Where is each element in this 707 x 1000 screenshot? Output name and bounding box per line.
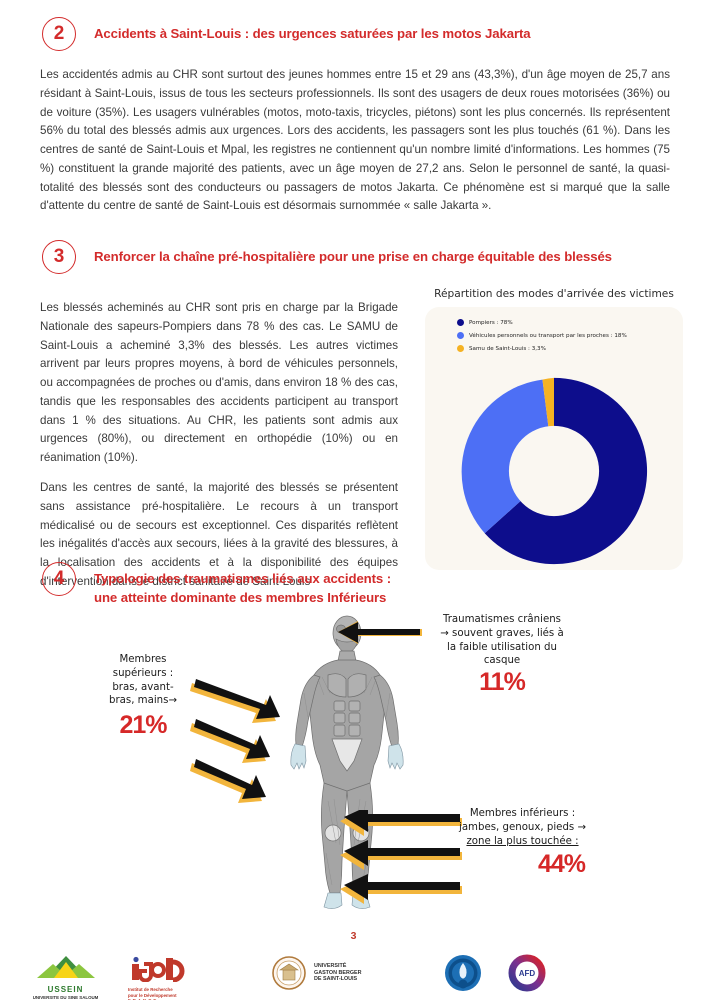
- section-badge-4: 4: [42, 562, 76, 596]
- afd-ring-icon: AFD: [508, 954, 546, 992]
- annotation-line: casque: [483, 655, 521, 667]
- annotation-percent-upper-limbs: 21%: [119, 711, 167, 740]
- annotation-lower-limbs: Membres inférieurs : jambes, genoux, pie…: [415, 807, 630, 882]
- annotation-line: Membres inférieurs :: [469, 808, 576, 819]
- ird-logo: Institut de Recherche pour le Développem…: [128, 956, 218, 1000]
- annotation-line: → souvent graves, liés à: [440, 627, 564, 639]
- chart-card: Pompiers : 78% Véhicules personnels ou t…: [425, 307, 683, 570]
- ussein-mountain-icon: [36, 956, 95, 978]
- ird-logo-sub1: Institut de Recherche: [128, 987, 173, 992]
- ugb-line2: GASTON BERGER: [314, 969, 362, 976]
- seal-logo: [248, 954, 481, 997]
- chart-legend: Pompiers : 78% Véhicules personnels ou t…: [425, 319, 683, 352]
- annotation-upper-limbs: Membres supérieurs : bras, avant- bras, …: [78, 653, 208, 743]
- section-title-3: Renforcer la chaîne pré-hospitalière pou…: [94, 249, 612, 264]
- arrow-group-upper-limbs: [190, 679, 280, 803]
- ird-logo-sub2: pour le Développement: [128, 992, 177, 998]
- donut-svg: [461, 377, 648, 565]
- annotation-line: la faible utilisation du: [447, 641, 557, 653]
- annotation-line: supérieurs :: [112, 667, 174, 679]
- annotation-line: Traumatismes crâniens: [442, 614, 561, 625]
- legend-item: Pompiers : 78%: [457, 319, 683, 326]
- paragraph: Les blessés acheminés au CHR sont pris e…: [40, 301, 398, 465]
- ussein-logo: USSEIN UNIVERSITE DU SINE SALOUM EL-HADJ…: [18, 954, 113, 1000]
- blue-seal-icon: [445, 955, 481, 991]
- trauma-figure-area: Traumatismes crâniens → souvent graves, …: [0, 605, 707, 925]
- section-badge-3: 3: [42, 240, 76, 274]
- afd-logo: AFD: [508, 954, 546, 997]
- section-badge-2: 2: [42, 17, 76, 51]
- section-title-4-line2: une atteinte dominante des membres Infér…: [94, 590, 387, 606]
- ugb-line1: UNIVERSITÉ: [314, 962, 347, 969]
- ussein-logo-sub1: UNIVERSITE DU SINE SALOUM: [32, 995, 99, 1000]
- footer-logos: USSEIN UNIVERSITE DU SINE SALOUM EL-HADJ…: [0, 952, 707, 1000]
- legend-label: Véhicules personnels ou transport par le…: [469, 332, 627, 339]
- legend-color-swatch-navy: [457, 319, 464, 326]
- annotation-line: Membres: [119, 654, 167, 665]
- legend-label: Pompiers : 78%: [469, 319, 513, 326]
- legend-label: Samu de Saint-Louis : 3,3%: [469, 345, 546, 352]
- section-title-4: Typologie des traumatismes liés aux acci…: [94, 562, 391, 607]
- ugb-seal-icon: [272, 956, 306, 990]
- section-heading-3: 3 Renforcer la chaîne pré-hospitalière p…: [42, 240, 662, 274]
- arrow-group-lower-limbs: [340, 810, 462, 904]
- section-heading-2: 2 Accidents à Saint-Louis : des urgences…: [42, 17, 662, 51]
- legend-color-swatch-blue: [457, 332, 464, 339]
- universite-gaston-berger-logo: UNIVERSITÉ GASTON BERGER DE SAINT-LOUIS: [272, 956, 442, 990]
- legend-item: Véhicules personnels ou transport par le…: [457, 332, 683, 339]
- annotation-line-underlined: zone la plus touchée :: [466, 835, 579, 847]
- donut-slice-vehicules: [461, 379, 554, 534]
- donut-chart: [425, 373, 683, 569]
- section-title-2: Accidents à Saint-Louis : des urgences s…: [94, 26, 531, 41]
- annotation-line: bras, mains→: [109, 695, 177, 707]
- ussein-logo-name: USSEIN: [47, 985, 84, 994]
- ird-wordmark-icon: [132, 956, 185, 983]
- annotation-percent-head: 11%: [479, 668, 526, 697]
- paragraph: Les accidentés admis au CHR sont surtout…: [40, 68, 670, 213]
- page-number: 3: [0, 930, 707, 942]
- donut-hole: [508, 425, 600, 517]
- legend-color-swatch-gold: [457, 345, 464, 352]
- arrow-head-trauma: [338, 621, 422, 644]
- ird-logo-sub3: FRANCE: [128, 998, 218, 1000]
- page-number-value: 3: [342, 930, 365, 942]
- arrival-modes-chart: Répartition des modes d'arrivée des vict…: [425, 288, 683, 570]
- chart-title: Répartition des modes d'arrivée des vict…: [434, 288, 674, 300]
- paragraph: Dans les centres de santé, la majorité d…: [40, 481, 398, 588]
- legend-item: Samu de Saint-Louis : 3,3%: [457, 345, 683, 352]
- section-2-body: Les accidentés admis au CHR sont surtout…: [40, 66, 670, 216]
- afd-label: AFD: [519, 969, 536, 978]
- section-title-4-line1: Typologie des traumatismes liés aux acci…: [94, 571, 392, 586]
- section-3-body: Les blessés acheminés au CHR sont pris e…: [40, 299, 398, 592]
- section-heading-4: 4 Typologie des traumatismes liés aux ac…: [42, 562, 472, 607]
- annotation-line: bras, avant-: [112, 681, 174, 693]
- annotation-head-trauma: Traumatismes crâniens → souvent graves, …: [412, 613, 592, 700]
- annotation-line: jambes, genoux, pieds →: [458, 821, 586, 833]
- ugb-line3: DE SAINT-LOUIS: [314, 976, 358, 983]
- annotation-percent-lower-limbs: 44%: [537, 850, 586, 879]
